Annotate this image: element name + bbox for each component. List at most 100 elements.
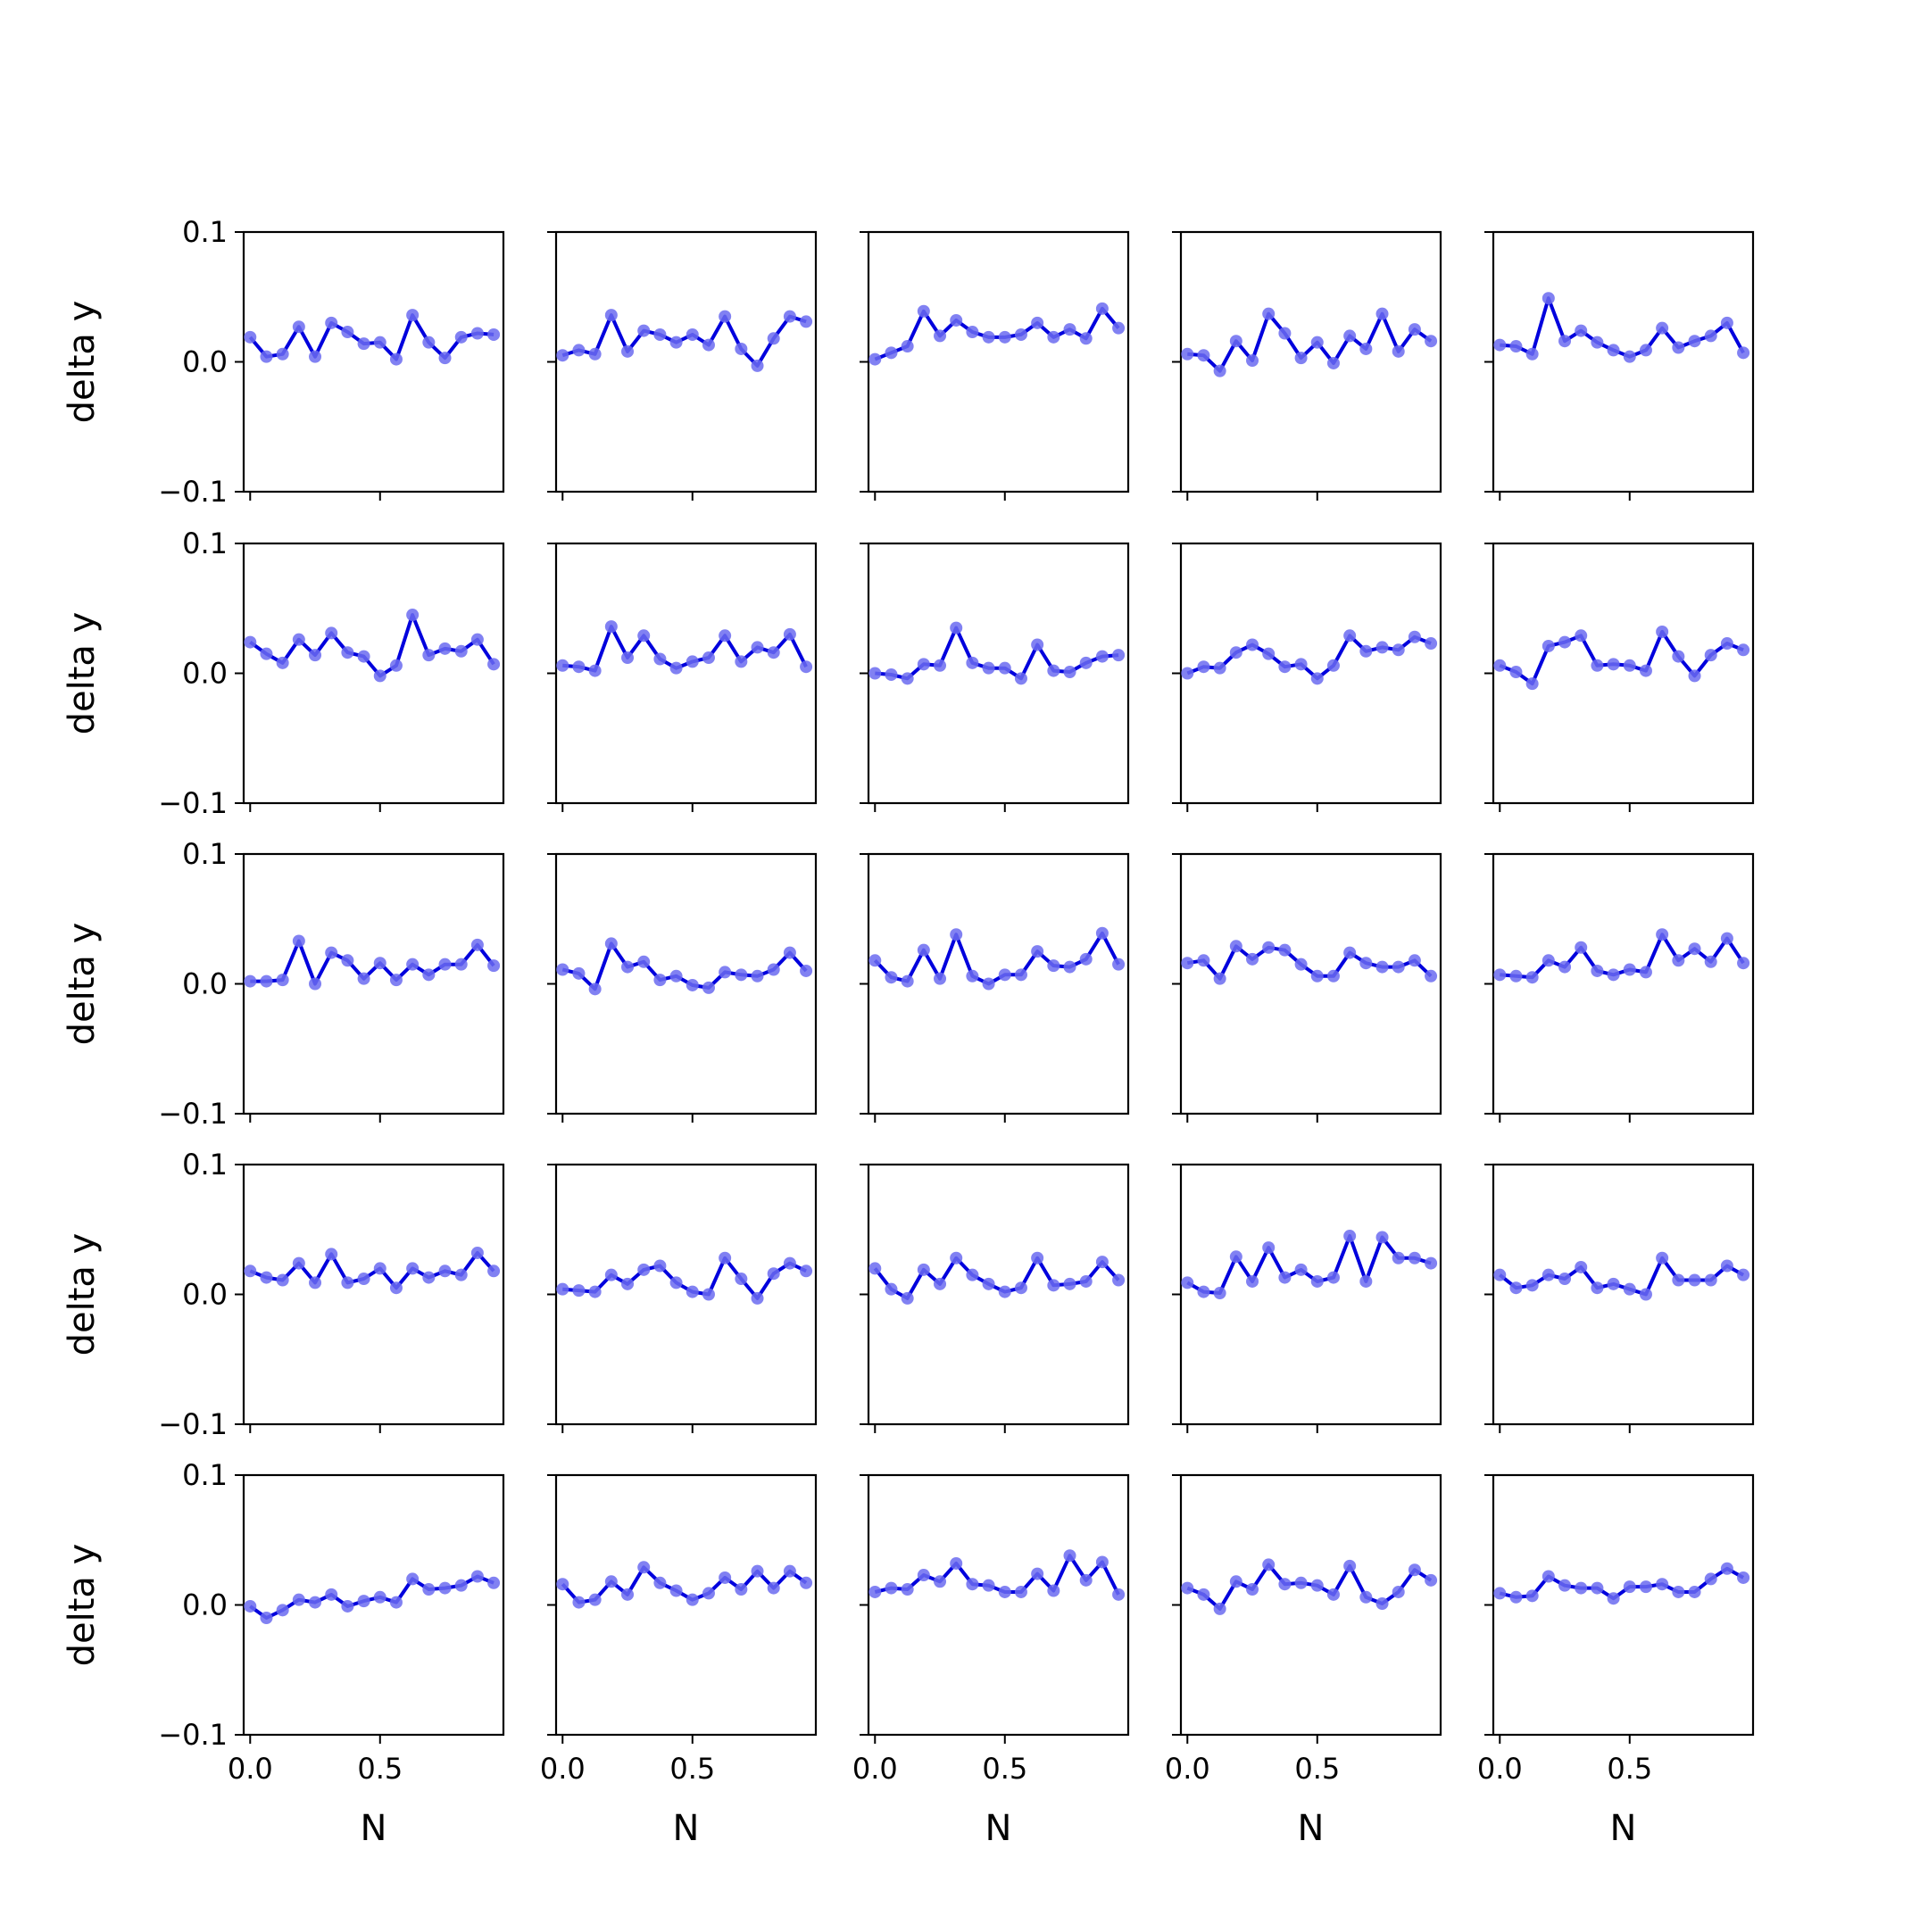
- data-point: [998, 661, 1011, 675]
- data-point: [260, 974, 273, 988]
- data-point: [292, 1593, 305, 1606]
- data-point: [1197, 1285, 1210, 1298]
- y-axis-label: delta y: [62, 1233, 103, 1356]
- data-point: [966, 656, 979, 669]
- data-point: [1079, 1573, 1093, 1587]
- subplot-3-5: [1484, 852, 1755, 1123]
- subplot-3-4: [1172, 852, 1442, 1123]
- data-point: [1525, 1589, 1539, 1603]
- data-point: [950, 1251, 963, 1265]
- series-line: [1499, 1566, 1745, 1601]
- data-point: [1063, 960, 1076, 974]
- data-point: [719, 629, 732, 643]
- data-point: [1392, 1585, 1405, 1598]
- subplot-5-3: 0.0 0.5 N: [852, 1473, 1130, 1849]
- data-point: [244, 974, 257, 988]
- series-line: [1186, 944, 1433, 981]
- data-point: [292, 320, 305, 334]
- data-point: [1720, 637, 1733, 651]
- data-point: [1079, 952, 1093, 966]
- data-point: [621, 651, 635, 665]
- data-point: [1014, 1585, 1027, 1598]
- data-point: [341, 646, 354, 659]
- data-point: [950, 1556, 963, 1570]
- subplot-3-1: −0.1 0.0 0.1 delta y: [62, 837, 505, 1131]
- data-point: [1575, 941, 1588, 954]
- data-point: [1031, 1251, 1044, 1265]
- data-point: [966, 326, 979, 339]
- subplot-5-2: 0.0 0.5 N: [540, 1473, 818, 1849]
- data-point: [686, 655, 699, 668]
- data-point: [406, 309, 420, 322]
- data-point: [276, 1273, 289, 1287]
- data-point: [1262, 647, 1276, 660]
- data-point: [422, 336, 436, 349]
- data-point: [1672, 1273, 1685, 1287]
- data-point: [1392, 960, 1405, 974]
- data-point: [1688, 1585, 1701, 1598]
- data-point: [621, 344, 635, 358]
- data-point: [1197, 349, 1210, 362]
- data-point: [1246, 638, 1259, 651]
- data-point: [966, 1268, 979, 1281]
- data-point: [1720, 932, 1733, 945]
- data-point: [572, 966, 586, 980]
- data-point: [1591, 1281, 1604, 1295]
- subplot-4-4: [1172, 1163, 1442, 1433]
- data-point: [1359, 342, 1373, 355]
- data-point: [487, 1576, 501, 1589]
- data-point: [1558, 635, 1572, 649]
- data-point: [572, 344, 586, 357]
- data-point: [1181, 667, 1194, 680]
- data-point: [487, 658, 501, 671]
- data-point: [1095, 1256, 1109, 1269]
- data-point: [422, 968, 436, 982]
- data-point: [653, 1259, 667, 1273]
- data-point: [357, 1595, 370, 1608]
- data-point: [1031, 316, 1044, 329]
- data-point: [1623, 350, 1636, 363]
- data-point: [1591, 659, 1604, 672]
- series-line: [248, 313, 494, 361]
- y-tick-label: −0.1: [158, 1097, 228, 1131]
- data-point: [1294, 352, 1308, 365]
- data-point: [1408, 323, 1421, 336]
- data-point: [1343, 1230, 1357, 1243]
- data-point: [1181, 1276, 1194, 1289]
- data-point: [1656, 1251, 1669, 1265]
- data-point: [982, 977, 995, 991]
- data-point: [1656, 321, 1669, 335]
- data-point: [1095, 650, 1109, 663]
- data-point: [1408, 630, 1421, 643]
- data-point: [1558, 335, 1572, 348]
- axes-frame: [867, 1473, 1130, 1737]
- data-point: [1737, 1571, 1750, 1584]
- data-point: [454, 1579, 468, 1592]
- data-point: [901, 340, 914, 353]
- series-line: [561, 313, 807, 368]
- data-point: [998, 1585, 1011, 1598]
- data-point: [1509, 1590, 1523, 1604]
- data-point: [373, 669, 386, 683]
- data-point: [669, 969, 683, 983]
- data-point: [1493, 659, 1507, 672]
- data-point: [1720, 316, 1733, 329]
- data-point: [934, 1277, 947, 1290]
- data-point: [1229, 1250, 1242, 1264]
- data-point: [1672, 1585, 1685, 1598]
- x-tick-label: 0.5: [357, 1752, 403, 1786]
- data-point: [454, 330, 468, 344]
- data-point: [1558, 1273, 1572, 1286]
- data-point: [868, 667, 882, 680]
- data-point: [1639, 664, 1652, 677]
- data-point: [1408, 1563, 1421, 1577]
- data-point: [885, 346, 898, 360]
- data-point: [487, 328, 501, 341]
- data-point: [1542, 1268, 1555, 1281]
- data-point: [1197, 954, 1210, 967]
- subplot-4-2: [547, 1163, 818, 1433]
- data-point: [982, 1277, 995, 1290]
- data-point: [1607, 1592, 1620, 1605]
- axes-frame: [1492, 230, 1755, 493]
